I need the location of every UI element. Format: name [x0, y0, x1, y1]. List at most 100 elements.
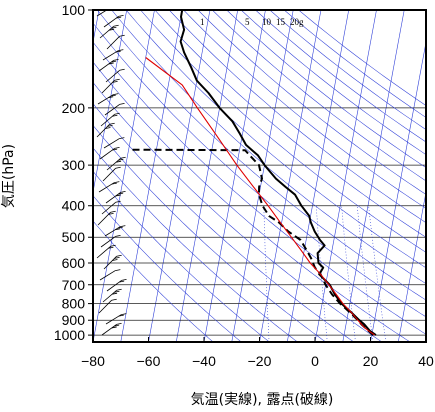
wind-barb-feather [118, 314, 124, 317]
wind-barb-feather [121, 313, 127, 315]
wind-barb-feather [114, 147, 120, 149]
x-axis-title: 気温(実線), 露点(破線) [191, 392, 334, 408]
wind-barb-feather [120, 156, 126, 159]
wind-barb-feather [121, 279, 127, 281]
dry-adiabat-line [168, 10, 426, 224]
wind-barb [105, 69, 120, 83]
x-tick-label: 20 [363, 353, 379, 369]
wind-barb-feather [115, 194, 121, 197]
wind-barb-feather [120, 225, 126, 227]
wind-barb-feather [109, 122, 115, 125]
plot-frame [92, 9, 427, 343]
wind-barb-feather [115, 228, 121, 231]
dry-adiabat-line [140, 10, 426, 253]
dry-adiabat-line [284, 10, 426, 118]
dry-adiabat-line [269, 10, 426, 130]
wind-barb [96, 10, 108, 17]
wind-barb-feather [115, 50, 121, 53]
isotherm-line [175, 10, 239, 342]
mixing-ratio-label: 20g [290, 17, 304, 27]
wind-barb-feather [115, 166, 121, 169]
wind-barb-feather [119, 68, 125, 71]
wind-barb [103, 255, 117, 270]
isotherm-line [397, 190, 426, 342]
mixing-ratio-line [341, 205, 356, 342]
wind-barb-feather [120, 191, 126, 193]
wind-barb-feather [116, 16, 122, 19]
wind-barb [104, 104, 120, 116]
wind-barb-feather [117, 226, 123, 229]
wind-barb [99, 148, 115, 160]
isotherm-line [342, 10, 405, 342]
wind-barb-feather [112, 6, 117, 7]
wind-barb-feather [116, 254, 122, 257]
wind-barb [100, 236, 116, 248]
dry-adiabat-line [93, 195, 242, 342]
wind-barb-feather [112, 292, 118, 295]
parcel-path-line [145, 57, 375, 336]
isotherm-grid [93, 10, 426, 342]
wind-barb-feather [105, 127, 111, 129]
wind-barb-feather [118, 192, 124, 195]
wind-barb-feather [112, 114, 118, 117]
isotherm-line [93, 10, 155, 342]
wind-barb-feather [107, 124, 113, 127]
wind-barb [103, 138, 120, 149]
x-tick-label: 40 [418, 353, 434, 369]
dry-adiabat-line [93, 103, 354, 342]
wind-barb-feather [116, 288, 122, 291]
wind-barb-feather [114, 181, 120, 183]
wind-barb-feather [119, 137, 125, 139]
dry-adiabat-line [93, 61, 411, 342]
dry-adiabat-line [111, 10, 426, 285]
dry-adiabat-line [183, 10, 426, 209]
y-tick-label: 1000 [54, 327, 85, 343]
wind-barb-feather [114, 112, 120, 115]
wind-barb-feather [108, 96, 114, 99]
wind-barb-feather [114, 78, 120, 81]
dry-adiabat-line [93, 147, 298, 342]
isotherm-line [259, 10, 322, 342]
y-tick-label: 100 [62, 2, 86, 18]
wind-barb [101, 201, 116, 215]
wind-barb [102, 167, 116, 182]
wind-barb-feather [113, 93, 119, 95]
temperature-line [179, 10, 377, 336]
x-tick-label: 0 [311, 353, 319, 369]
y-tick-label: 800 [62, 296, 86, 312]
dry-adiabat-line [93, 41, 426, 335]
dry-adiabat-line [97, 10, 426, 301]
dry-adiabats [93, 10, 426, 342]
dry-adiabat-line [226, 10, 426, 168]
x-tick-label: −20 [248, 353, 272, 369]
wind-barb-feather [111, 182, 117, 185]
mixing-ratio-label: 5 [245, 17, 250, 27]
wind-barb [105, 192, 121, 204]
mixing-ratio-line [263, 205, 270, 342]
dry-adiabat-line [154, 10, 426, 238]
y-tick-label: 600 [62, 255, 86, 271]
isotherm-line [370, 40, 426, 342]
x-axis: −80 −60 −40 −20 0 20 40 [81, 337, 434, 369]
isotherm-line [314, 10, 377, 342]
wind-barb-feather [116, 160, 122, 163]
wind-barb-feather [118, 158, 124, 161]
wind-barb-feather [110, 210, 116, 213]
isotherm-line [120, 10, 183, 342]
sounding-profiles [128, 10, 377, 336]
wind-barb-feather [113, 24, 119, 27]
wind-barb-feather [115, 235, 121, 237]
dry-adiabat-line [197, 10, 426, 195]
y-tick-label: 200 [62, 100, 86, 116]
wind-barb-feather [111, 26, 117, 29]
wind-barb [99, 270, 116, 281]
wind-barb-feather [108, 212, 114, 215]
isotherm-line [93, 10, 128, 194]
dry-adiabat-line [125, 10, 426, 269]
y-tick-label: 500 [62, 229, 86, 245]
wind-barbs [96, 6, 127, 336]
wind-barb-feather [116, 323, 122, 325]
wind-barb [106, 35, 120, 50]
